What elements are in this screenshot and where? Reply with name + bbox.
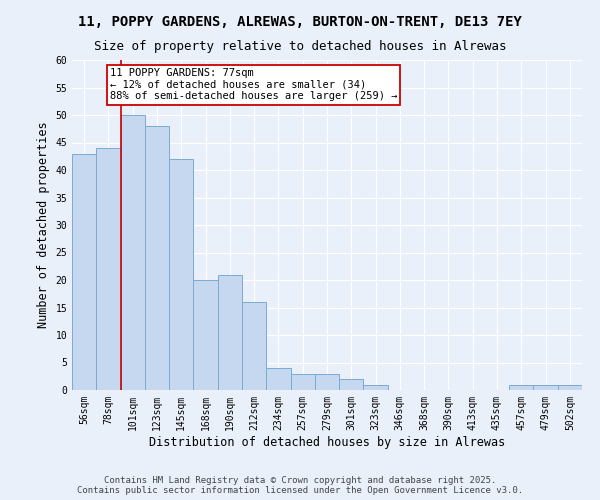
X-axis label: Distribution of detached houses by size in Alrewas: Distribution of detached houses by size … [149, 436, 505, 448]
Bar [509, 384, 533, 390]
Bar [145, 126, 169, 390]
Bar [266, 368, 290, 390]
Bar [315, 374, 339, 390]
Text: 11 POPPY GARDENS: 77sqm
← 12% of detached houses are smaller (34)
88% of semi-de: 11 POPPY GARDENS: 77sqm ← 12% of detache… [110, 68, 397, 102]
Bar [290, 374, 315, 390]
Bar [96, 148, 121, 390]
Bar [169, 159, 193, 390]
Text: 11, POPPY GARDENS, ALREWAS, BURTON-ON-TRENT, DE13 7EY: 11, POPPY GARDENS, ALREWAS, BURTON-ON-TR… [78, 15, 522, 29]
Bar [72, 154, 96, 390]
Bar [193, 280, 218, 390]
Bar [339, 379, 364, 390]
Bar [364, 384, 388, 390]
Bar [218, 274, 242, 390]
Y-axis label: Number of detached properties: Number of detached properties [37, 122, 50, 328]
Bar [558, 384, 582, 390]
Text: Contains HM Land Registry data © Crown copyright and database right 2025.
Contai: Contains HM Land Registry data © Crown c… [77, 476, 523, 495]
Bar [533, 384, 558, 390]
Bar [242, 302, 266, 390]
Text: Size of property relative to detached houses in Alrewas: Size of property relative to detached ho… [94, 40, 506, 53]
Bar [121, 115, 145, 390]
